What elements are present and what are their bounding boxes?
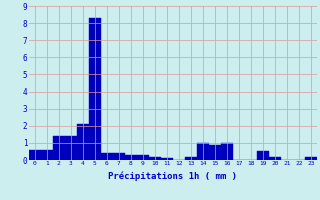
Bar xyxy=(65,136,77,160)
Bar xyxy=(209,145,221,160)
Bar xyxy=(89,18,101,160)
Bar xyxy=(113,153,125,160)
Bar xyxy=(197,143,209,160)
Bar xyxy=(125,155,137,160)
Bar xyxy=(101,153,113,160)
Bar xyxy=(53,136,65,160)
Bar xyxy=(29,150,41,160)
Bar xyxy=(137,155,149,160)
Bar xyxy=(77,124,89,160)
X-axis label: Précipitations 1h ( mm ): Précipitations 1h ( mm ) xyxy=(108,172,237,181)
Bar xyxy=(257,151,269,160)
Bar xyxy=(221,143,233,160)
Bar xyxy=(161,158,173,160)
Bar xyxy=(149,157,161,160)
Bar xyxy=(41,150,53,160)
Bar xyxy=(305,157,317,160)
Bar xyxy=(269,157,281,160)
Bar xyxy=(185,157,197,160)
